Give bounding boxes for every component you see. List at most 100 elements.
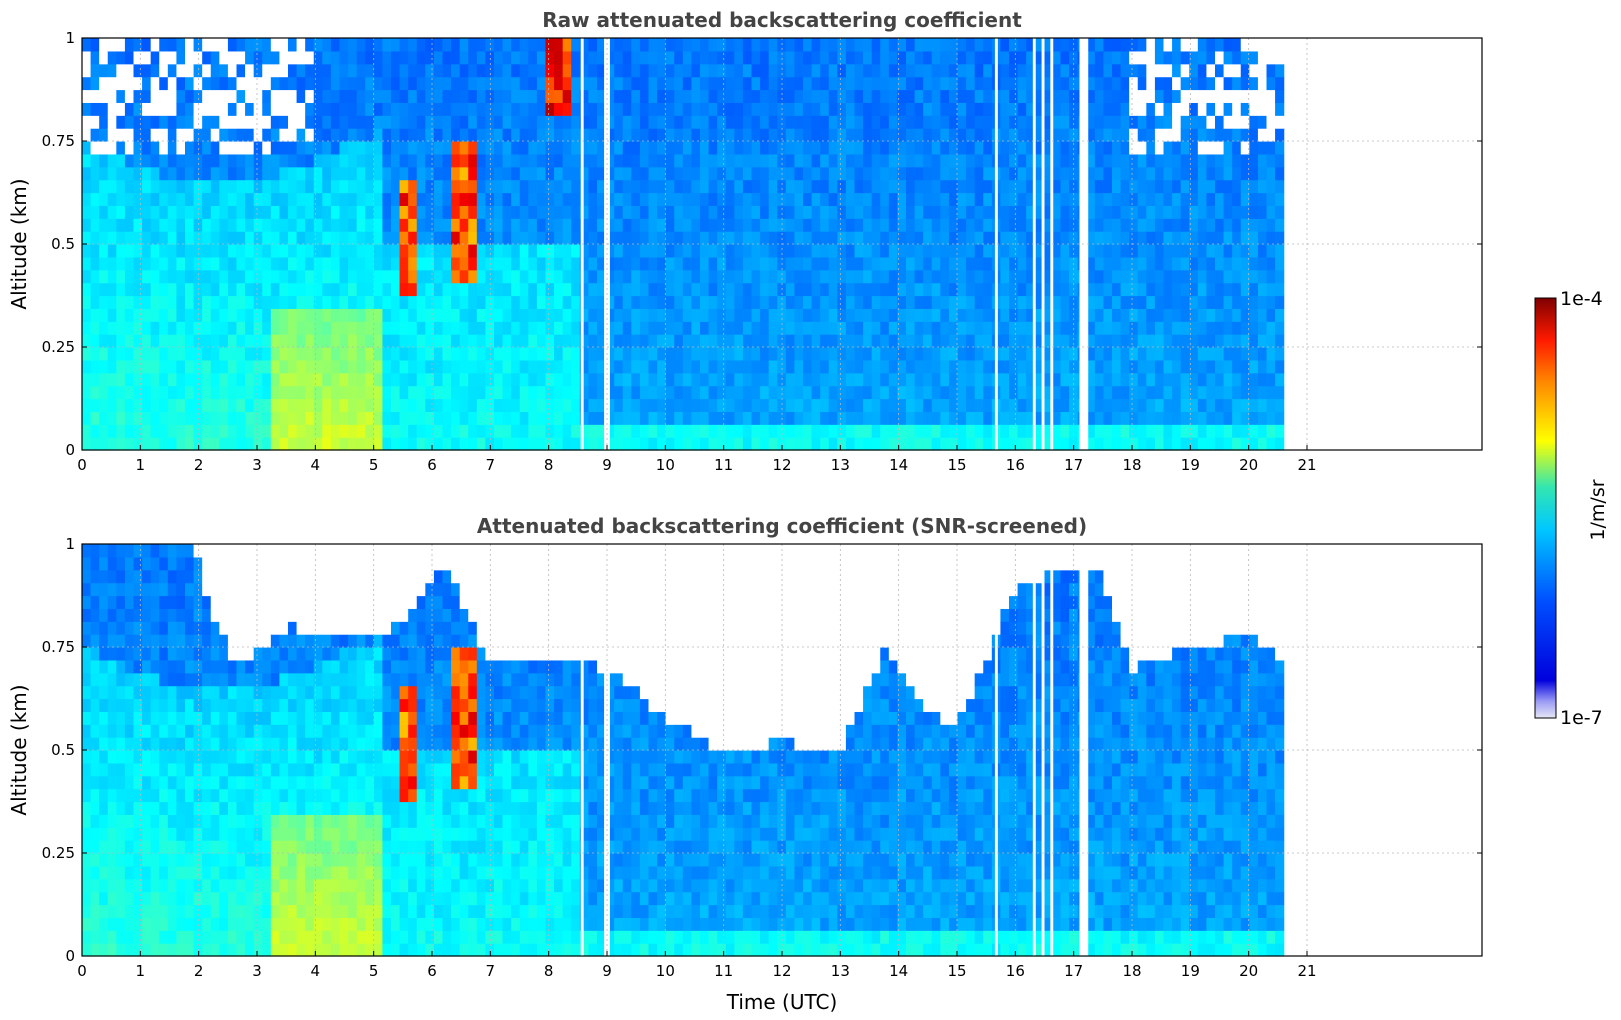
heatmap-cell xyxy=(1051,50,1062,65)
heatmap-cell xyxy=(202,218,212,232)
heatmap-cell xyxy=(794,372,804,387)
heatmap-cell xyxy=(906,385,916,400)
heatmap-cell xyxy=(639,437,650,451)
heatmap-cell xyxy=(914,282,924,297)
heatmap-cell xyxy=(777,295,787,309)
heatmap-cell xyxy=(330,321,341,335)
heatmap-cell xyxy=(888,385,899,400)
heatmap-cell xyxy=(185,50,195,65)
heatmap-cell xyxy=(313,295,323,309)
heatmap-cell xyxy=(1189,437,1199,451)
heatmap-cell xyxy=(296,218,306,232)
heatmap-cell xyxy=(725,424,735,438)
heatmap-cell xyxy=(1034,244,1044,258)
heatmap-cell xyxy=(725,359,735,374)
heatmap-cell xyxy=(185,853,195,867)
heatmap-cell xyxy=(82,192,92,206)
heatmap-cell xyxy=(1223,179,1233,194)
heatmap-cell xyxy=(1000,321,1010,335)
heatmap-cell xyxy=(1086,437,1096,451)
heatmap-cell xyxy=(1051,321,1062,335)
heatmap-cell xyxy=(760,308,770,322)
heatmap-cell xyxy=(356,63,366,78)
heatmap-cell xyxy=(124,943,135,957)
heatmap-cell xyxy=(442,102,452,116)
heatmap-cell xyxy=(99,608,109,622)
heatmap-cell xyxy=(1120,282,1130,297)
heatmap-cell xyxy=(210,295,220,309)
heatmap-cell xyxy=(502,269,512,284)
heatmap-cell xyxy=(270,141,281,155)
heatmap-cell xyxy=(185,698,195,712)
heatmap-cell xyxy=(339,398,349,412)
heatmap-cell xyxy=(657,192,667,206)
heatmap-cell xyxy=(768,179,778,194)
heatmap-cell xyxy=(1172,295,1182,309)
heatmap-cell xyxy=(588,334,598,348)
heatmap-cell xyxy=(1154,179,1165,194)
heatmap-cell xyxy=(116,102,126,116)
heatmap-cell xyxy=(459,102,469,116)
heatmap-cell xyxy=(202,321,212,335)
heatmap-cell xyxy=(1000,192,1010,206)
x-tick-label: 1 xyxy=(136,456,146,474)
heatmap-cell xyxy=(253,244,263,258)
heatmap-cell xyxy=(339,38,349,52)
heatmap-cell xyxy=(459,192,469,206)
heatmap-cell xyxy=(373,411,384,425)
heatmap-cell xyxy=(528,205,538,219)
heatmap-cell xyxy=(1215,244,1225,258)
heatmap-cell xyxy=(494,269,504,284)
heatmap-cell xyxy=(176,647,186,661)
heatmap-cell xyxy=(1257,218,1268,232)
heatmap-cell xyxy=(588,347,598,361)
heatmap-cell xyxy=(176,282,186,297)
x-tick-label: 3 xyxy=(252,456,262,474)
heatmap-cell xyxy=(579,63,590,78)
heatmap-cell xyxy=(133,659,143,674)
heatmap-cell xyxy=(1094,231,1105,245)
heatmap-cell xyxy=(880,295,890,309)
heatmap-cell xyxy=(433,115,444,129)
heatmap-cell xyxy=(270,115,281,129)
heatmap-cell xyxy=(451,424,461,438)
heatmap-cell xyxy=(133,115,143,129)
heatmap-cell xyxy=(742,89,753,103)
heatmap-cell xyxy=(511,76,521,91)
heatmap-cell xyxy=(1275,179,1285,194)
heatmap-cell xyxy=(476,385,487,400)
heatmap-cell xyxy=(760,321,770,335)
heatmap-cell xyxy=(313,231,323,245)
heatmap-cell xyxy=(339,308,349,322)
heatmap-cell xyxy=(1026,269,1036,284)
heatmap-cell xyxy=(511,115,521,129)
heatmap-cell xyxy=(1009,256,1019,271)
heatmap-cell xyxy=(236,166,246,181)
heatmap-cell xyxy=(622,359,632,374)
heatmap-cell xyxy=(322,38,332,52)
heatmap-cell xyxy=(124,38,135,52)
heatmap-cell xyxy=(1215,128,1225,142)
heatmap-cell xyxy=(399,295,409,309)
heatmap-cell xyxy=(159,556,169,571)
heatmap-cell xyxy=(133,398,143,412)
heatmap-cell xyxy=(99,102,109,116)
heatmap-cell xyxy=(1240,128,1250,142)
heatmap-cell xyxy=(167,569,178,584)
heatmap-cell xyxy=(253,424,263,438)
heatmap-cell xyxy=(1026,141,1036,155)
heatmap-cell xyxy=(974,398,984,412)
heatmap-cell xyxy=(1017,205,1027,219)
heatmap-cell xyxy=(459,282,469,297)
heatmap-cell xyxy=(1206,398,1216,412)
heatmap-cell xyxy=(142,827,152,841)
heatmap-cell xyxy=(1189,372,1199,387)
heatmap-cell xyxy=(1120,411,1130,425)
heatmap-cell xyxy=(1051,398,1062,412)
heatmap-cell xyxy=(777,231,787,245)
heatmap-cell xyxy=(940,359,950,374)
heatmap-cell xyxy=(476,437,487,451)
heatmap-cell xyxy=(1060,192,1070,206)
heatmap-cell xyxy=(940,153,950,168)
heatmap-cell xyxy=(906,295,916,309)
